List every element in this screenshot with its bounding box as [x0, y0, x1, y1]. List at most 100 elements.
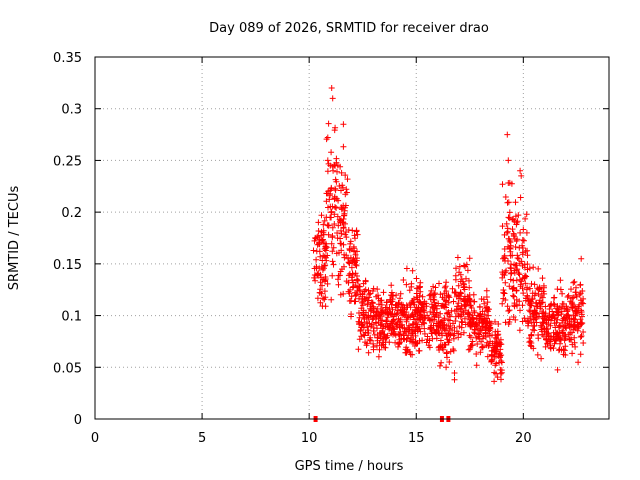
data-point	[508, 265, 515, 272]
y-tick-label: 0.35	[53, 51, 82, 66]
data-point	[511, 293, 517, 300]
data-point	[403, 309, 410, 316]
data-point	[368, 299, 375, 306]
data-point	[576, 301, 583, 308]
data-point	[495, 321, 502, 327]
data-point	[542, 303, 549, 310]
data-point	[560, 351, 567, 358]
data-point	[340, 143, 347, 150]
data-point	[349, 284, 356, 291]
data-point	[574, 327, 581, 334]
data-point	[315, 241, 322, 247]
data-point	[497, 353, 504, 359]
data-point	[438, 303, 445, 309]
data-point	[510, 233, 517, 240]
data-point	[437, 344, 444, 351]
data-point	[569, 350, 576, 357]
data-point	[449, 285, 456, 292]
data-point	[455, 300, 462, 307]
data-point	[413, 340, 420, 347]
data-point	[426, 337, 433, 344]
data-point	[383, 334, 390, 341]
data-point	[505, 258, 511, 264]
data-point	[563, 325, 570, 332]
data-point	[501, 290, 508, 297]
data-point	[473, 351, 480, 357]
data-point	[370, 344, 377, 350]
data-point	[486, 327, 493, 334]
data-point	[426, 344, 433, 351]
data-point	[376, 330, 383, 337]
data-point	[415, 304, 422, 311]
data-point	[365, 294, 372, 301]
data-point	[356, 321, 363, 328]
data-point	[548, 301, 555, 308]
data-point	[414, 315, 421, 322]
data-point	[417, 288, 424, 295]
data-point	[569, 329, 575, 336]
data-point	[562, 333, 569, 340]
data-point	[328, 149, 335, 156]
data-point	[572, 343, 579, 350]
data-point	[514, 252, 521, 259]
data-point	[314, 295, 321, 302]
data-point	[572, 312, 579, 319]
data-point	[517, 276, 523, 283]
data-point	[355, 346, 362, 353]
data-point	[459, 319, 466, 326]
x-tick-label: 0	[91, 431, 99, 446]
data-point	[466, 284, 473, 291]
data-point	[519, 302, 526, 309]
data-point	[335, 272, 342, 279]
data-point	[564, 294, 571, 300]
data-point	[329, 272, 336, 279]
data-point	[477, 311, 484, 318]
data-point	[352, 235, 358, 242]
data-point	[464, 267, 471, 274]
data-point	[499, 274, 506, 281]
data-point	[519, 237, 526, 243]
data-point	[522, 215, 529, 222]
data-point	[333, 178, 340, 185]
data-point	[335, 197, 342, 204]
data-point	[524, 318, 531, 325]
data-point	[505, 214, 512, 221]
data-point	[499, 223, 506, 230]
data-point	[397, 316, 404, 323]
data-point	[321, 240, 327, 246]
data-point	[453, 265, 459, 272]
data-point	[563, 314, 570, 321]
data-point	[325, 204, 331, 211]
data-point	[474, 341, 481, 347]
data-point	[338, 240, 345, 247]
data-point	[423, 300, 430, 307]
data-point	[501, 255, 508, 262]
data-point	[527, 338, 534, 345]
data-point	[498, 352, 505, 359]
data-point	[320, 295, 326, 302]
data-point	[388, 282, 395, 289]
data-point	[577, 297, 584, 304]
data-point	[500, 295, 507, 302]
data-point	[437, 362, 443, 369]
data-point	[535, 291, 542, 298]
data-point	[461, 297, 468, 304]
data-point	[446, 330, 453, 337]
data-point	[406, 326, 413, 333]
data-point	[524, 247, 531, 254]
data-point	[315, 219, 322, 226]
data-point	[343, 252, 350, 259]
data-point	[570, 279, 577, 286]
data-point	[510, 285, 516, 292]
data-point	[437, 337, 444, 344]
data-point	[468, 304, 475, 311]
data-point	[566, 324, 573, 331]
data-point	[554, 309, 561, 316]
data-point	[344, 176, 351, 183]
data-point	[324, 222, 331, 229]
data-point	[488, 351, 495, 358]
data-point	[342, 191, 349, 198]
data-point	[370, 324, 377, 331]
data-point	[367, 290, 374, 297]
